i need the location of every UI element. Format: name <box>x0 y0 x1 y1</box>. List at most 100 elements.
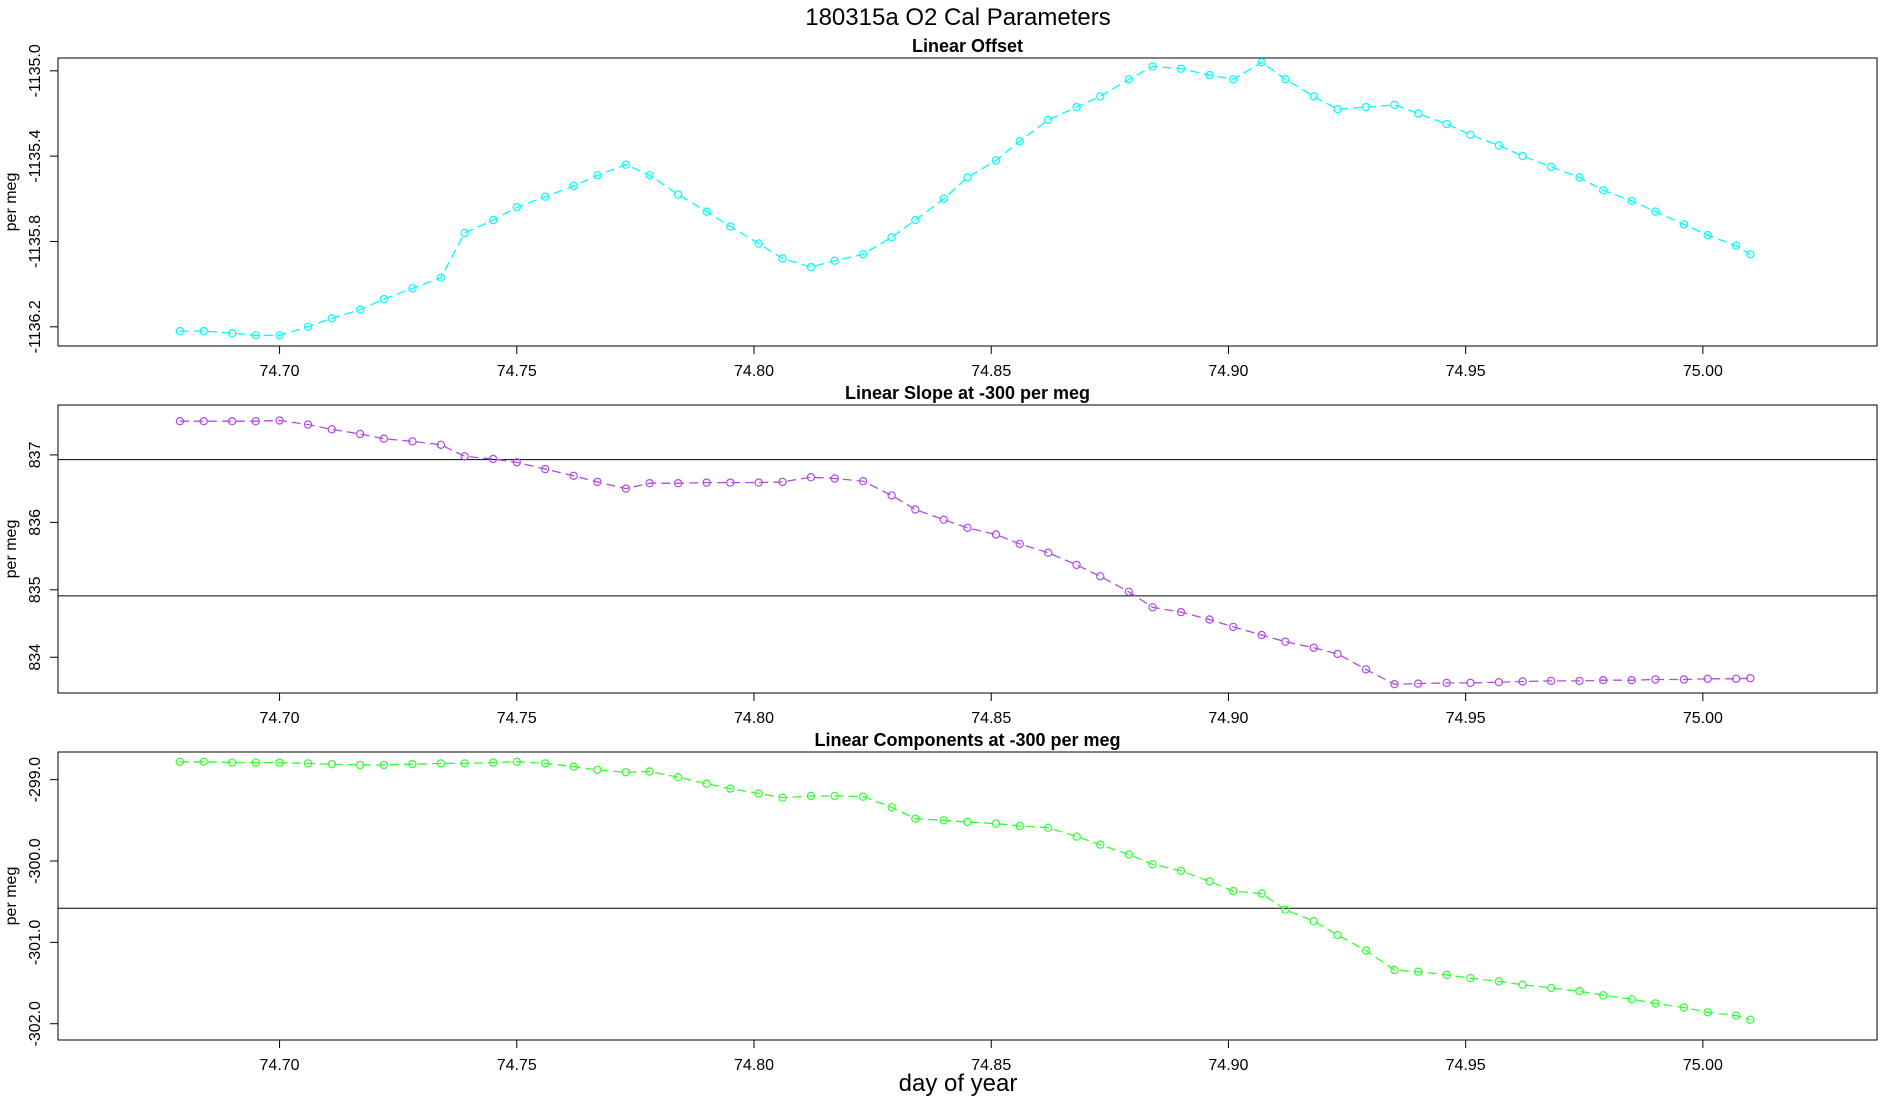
linear-offset-x-tick-label: 74.95 <box>1446 363 1486 380</box>
linear-slope-y-tick-label: 835 <box>27 576 44 603</box>
linear-components-data-point <box>199 757 208 767</box>
linear-components-data-point <box>1309 917 1319 926</box>
linear-components-x-tick-label: 74.75 <box>497 1057 537 1074</box>
linear-components-panel: Linear Components at -300 per meg 74.70 74… <box>3 730 1878 1074</box>
linear-components-data-point <box>991 819 1001 828</box>
linear-slope-data-point <box>754 478 763 487</box>
linear-slope-data-point <box>488 454 498 464</box>
linear-offset-data-point <box>1015 136 1024 146</box>
linear-components-data-point <box>1627 995 1636 1004</box>
linear-slope-data-point <box>327 425 336 434</box>
linear-offset-x-tick-label: 74.75 <box>497 363 537 380</box>
linear-offset-x-tick-label: 74.80 <box>734 363 774 380</box>
linear-components-data-point <box>673 773 683 782</box>
linear-components-data-point <box>1148 860 1157 869</box>
linear-slope-data-point <box>726 478 735 487</box>
linear-slope-x-tick-label: 74.70 <box>260 710 300 727</box>
linear-slope-data-point <box>1575 676 1584 686</box>
linear-components-data-point <box>887 803 896 812</box>
linear-slope-data-point <box>1257 630 1266 640</box>
linear-components-data-point <box>303 759 313 768</box>
linear-slope-data-point <box>1731 674 1741 684</box>
linear-components-data-point <box>645 767 654 776</box>
linear-components-data-point <box>1361 946 1371 955</box>
linear-offset-data-point <box>1442 119 1451 129</box>
linear-components-data-point <box>275 758 284 767</box>
linear-offset-data-point <box>1228 75 1238 84</box>
linear-slope-data-point <box>911 505 920 514</box>
linear-slope-data-point <box>512 458 522 467</box>
linear-slope-data-point <box>939 515 949 524</box>
linear-components-data-point <box>175 757 185 767</box>
linear-offset-data-point <box>1518 151 1527 161</box>
linear-components-data-point <box>1546 983 1556 993</box>
linear-offset-data-point <box>702 207 711 216</box>
linear-slope-data-point <box>1703 674 1712 684</box>
linear-offset-title: Linear Offset <box>912 36 1023 56</box>
linear-offset-panel: Linear Offset 74.70 74.75 74.80 74.85 74.90 74… <box>3 36 1878 380</box>
linear-components-data-point <box>754 789 763 798</box>
linear-offset-data-point <box>939 194 949 203</box>
linear-offset-data-point <box>1043 115 1053 125</box>
linear-components-data-point <box>1205 877 1214 886</box>
linear-slope-data-point <box>227 417 237 426</box>
linear-components-data-point <box>963 817 972 827</box>
linear-slope-data-point <box>303 420 313 429</box>
linear-components-data-point <box>1228 886 1238 896</box>
linear-components-data-point <box>593 765 602 775</box>
linear-slope-data-point <box>251 417 260 426</box>
linear-offset-data-point <box>1176 64 1186 73</box>
linear-slope-data-point <box>991 530 1001 539</box>
linear-components-data-point <box>858 792 868 801</box>
linear-components-data-point <box>1390 965 1399 975</box>
linear-slope-data-point <box>645 479 654 488</box>
linear-slope-panel: Linear Slope at -300 per meg 74.70 74.75 74… <box>3 383 1878 727</box>
x-axis-label: day of year <box>899 1070 1018 1097</box>
linear-components-series-line <box>179 761 1751 1021</box>
linear-offset-data-point <box>1494 141 1504 150</box>
linear-offset-data-point <box>887 232 896 242</box>
linear-offset-data-point <box>1205 70 1214 80</box>
linear-components-data-point <box>778 793 787 802</box>
linear-slope-data-point <box>806 473 816 482</box>
linear-slope-data-point <box>1598 676 1608 685</box>
linear-offset-data-point <box>1309 92 1319 101</box>
linear-slope-data-point <box>1281 637 1290 646</box>
linear-slope-data-point <box>1043 548 1053 557</box>
linear-components-data-point <box>1333 930 1342 940</box>
linear-components-data-point <box>830 791 839 801</box>
linear-components-data-point <box>911 814 920 823</box>
linear-slope-data-point <box>275 416 284 425</box>
linear-slope-data-point <box>541 464 550 474</box>
linear-slope-data-point <box>1096 572 1105 581</box>
linear-slope-x-tick-label: 74.90 <box>1208 710 1248 727</box>
linear-slope-data-point <box>1627 676 1636 685</box>
linear-slope-x-tick-label: 74.85 <box>971 710 1011 727</box>
linear-components-data-point <box>1679 1003 1689 1012</box>
linear-components-data-point <box>621 768 631 777</box>
linear-components-data-point <box>569 762 578 771</box>
linear-offset-data-point <box>806 262 816 272</box>
linear-slope-data-point <box>1205 615 1214 624</box>
linear-offset-data-point <box>1546 162 1556 171</box>
linear-slope-x-tick-label: 74.75 <box>497 710 537 727</box>
linear-components-title: Linear Components at -300 per meg <box>814 730 1120 750</box>
linear-components-data-point <box>436 759 446 768</box>
linear-slope-y-tick-label: 837 <box>27 441 44 468</box>
linear-slope-data-point <box>1651 675 1660 684</box>
linear-offset-data-point <box>1361 102 1371 112</box>
linear-offset-data-point <box>1746 250 1755 259</box>
linear-slope-data-point <box>569 471 578 480</box>
linear-components-data-point <box>1015 821 1024 831</box>
linear-slope-data-point <box>858 477 868 486</box>
linear-slope-data-point <box>436 440 446 449</box>
linear-offset-data-point <box>541 192 550 201</box>
linear-slope-data-point <box>1466 678 1475 688</box>
linear-components-data-point <box>1072 832 1081 841</box>
linear-offset-data-point <box>1627 196 1636 206</box>
linear-offset-data-point <box>488 215 498 225</box>
linear-components-plot-frame <box>57 751 1878 1041</box>
linear-components-x-tick-label: 74.90 <box>1208 1057 1248 1074</box>
linear-offset-data-point <box>512 203 522 212</box>
